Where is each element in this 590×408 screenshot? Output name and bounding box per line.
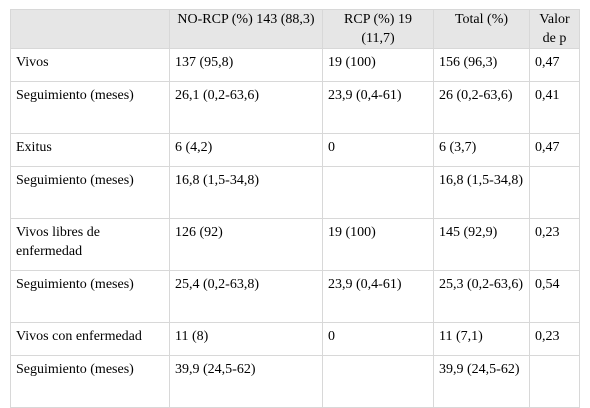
header-row: NO-RCP (%) 143 (88,3) RCP (%) 19 (11,7) …: [10, 9, 580, 49]
cell-rcp: 23,9 (0,4-61): [322, 81, 434, 134]
cell-total: 16,8 (1,5-34,8): [433, 166, 530, 219]
cell-total: 25,3 (0,2-63,6): [433, 270, 530, 323]
table-row: Vivos libres de enfermedad 126 (92) 19 (…: [10, 218, 580, 271]
row-label: Seguimiento (meses): [10, 81, 170, 134]
table-wrapper: NO-RCP (%) 143 (88,3) RCP (%) 19 (11,7) …: [10, 9, 580, 408]
survival-table: NO-RCP (%) 143 (88,3) RCP (%) 19 (11,7) …: [10, 9, 580, 408]
header-cell-total: Total (%): [433, 9, 530, 49]
cell-rcp: 0: [322, 322, 434, 356]
cell-p-value: 0,23: [529, 218, 580, 271]
cell-no-rcp: 6 (4,2): [169, 133, 323, 167]
cell-no-rcp: 16,8 (1,5-34,8): [169, 166, 323, 219]
row-label: Seguimiento (meses): [10, 166, 170, 219]
header-cell-no-rcp: NO-RCP (%) 143 (88,3): [169, 9, 323, 49]
cell-rcp: 0: [322, 133, 434, 167]
row-label: Exitus: [10, 133, 170, 167]
header-cell-empty: [10, 9, 170, 49]
header-cell-rcp: RCP (%) 19 (11,7): [322, 9, 434, 49]
cell-no-rcp: 137 (95,8): [169, 48, 323, 82]
cell-rcp: [322, 355, 434, 408]
cell-no-rcp: 126 (92): [169, 218, 323, 271]
cell-p-value: 0,54: [529, 270, 580, 323]
cell-p-value: 0,41: [529, 81, 580, 134]
cell-no-rcp: 26,1 (0,2-63,6): [169, 81, 323, 134]
row-label: Vivos libres de enfermedad: [10, 218, 170, 271]
cell-no-rcp: 39,9 (24,5-62): [169, 355, 323, 408]
cell-p-value: [529, 166, 580, 219]
cell-total: 145 (92,9): [433, 218, 530, 271]
header-cell-p-value: Valor de p: [529, 9, 580, 49]
cell-p-value: 0,23: [529, 322, 580, 356]
table-row: Seguimiento (meses) 16,8 (1,5-34,8) 16,8…: [10, 166, 580, 219]
cell-no-rcp: 25,4 (0,2-63,8): [169, 270, 323, 323]
row-label: Vivos con enfermedad: [10, 322, 170, 356]
cell-rcp: [322, 166, 434, 219]
cell-rcp: 19 (100): [322, 218, 434, 271]
cell-rcp: 19 (100): [322, 48, 434, 82]
table-row: Exitus 6 (4,2) 0 6 (3,7) 0,47: [10, 133, 580, 167]
cell-no-rcp: 11 (8): [169, 322, 323, 356]
row-label: Vivos: [10, 48, 170, 82]
cell-p-value: [529, 355, 580, 408]
cell-p-value: 0,47: [529, 133, 580, 167]
table-row: Vivos 137 (95,8) 19 (100) 156 (96,3) 0,4…: [10, 48, 580, 82]
table-row: Vivos con enfermedad 11 (8) 0 11 (7,1) 0…: [10, 322, 580, 356]
cell-total: 11 (7,1): [433, 322, 530, 356]
table-row: Seguimiento (meses) 39,9 (24,5-62) 39,9 …: [10, 355, 580, 408]
row-label: Seguimiento (meses): [10, 270, 170, 323]
table-row: Seguimiento (meses) 26,1 (0,2-63,6) 23,9…: [10, 81, 580, 134]
cell-p-value: 0,47: [529, 48, 580, 82]
table-row: Seguimiento (meses) 25,4 (0,2-63,8) 23,9…: [10, 270, 580, 323]
cell-total: 6 (3,7): [433, 133, 530, 167]
cell-total: 39,9 (24,5-62): [433, 355, 530, 408]
cell-total: 156 (96,3): [433, 48, 530, 82]
cell-rcp: 23,9 (0,4-61): [322, 270, 434, 323]
row-label: Seguimiento (meses): [10, 355, 170, 408]
cell-total: 26 (0,2-63,6): [433, 81, 530, 134]
